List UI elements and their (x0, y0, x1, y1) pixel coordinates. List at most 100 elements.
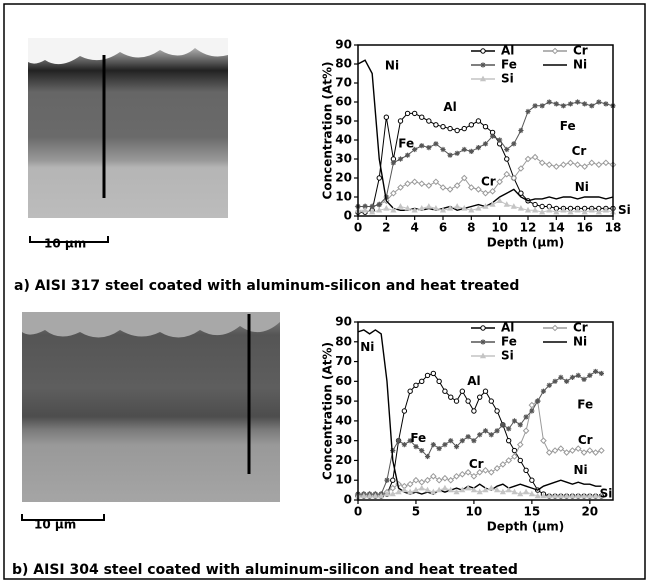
marker (560, 161, 567, 169)
marker (580, 449, 588, 456)
marker (366, 492, 373, 499)
marker (419, 447, 425, 454)
marker (534, 492, 541, 499)
x-tick-label: 8 (467, 221, 475, 235)
marker (567, 159, 574, 167)
marker (525, 108, 531, 115)
marker (383, 204, 390, 211)
marker (553, 101, 559, 107)
scale-bar (21, 514, 105, 521)
legend-label: Si (501, 349, 514, 363)
plot-frame (357, 44, 614, 217)
marker (468, 206, 475, 213)
marker (446, 186, 454, 193)
marker (475, 145, 482, 151)
marker (441, 484, 449, 491)
marker (454, 127, 460, 134)
marker (376, 202, 382, 208)
marker (488, 432, 494, 438)
marker (567, 208, 574, 215)
marker (407, 488, 414, 495)
marker (419, 378, 425, 385)
marker (459, 388, 466, 394)
marker (447, 476, 455, 484)
scale-bar-label: 10 µm (34, 518, 76, 532)
marker (424, 486, 431, 493)
marker (425, 182, 433, 189)
annotation: Ni (575, 180, 589, 194)
marker (522, 488, 530, 495)
marker (580, 492, 588, 499)
marker (531, 153, 539, 161)
marker (401, 486, 408, 493)
marker (430, 488, 437, 495)
marker (489, 133, 496, 139)
marker (460, 174, 468, 182)
marker (465, 484, 472, 491)
marker (479, 75, 487, 82)
marker (503, 201, 510, 207)
marker (433, 141, 439, 147)
marker (494, 486, 501, 493)
marker (407, 388, 413, 394)
marker (563, 449, 570, 456)
y-tick-label: 30 (335, 433, 352, 447)
marker (468, 148, 474, 154)
marker (383, 114, 390, 120)
legend-label: Ni (573, 335, 587, 349)
marker (540, 437, 547, 444)
marker (440, 146, 446, 153)
marker (588, 206, 595, 213)
marker (384, 477, 390, 483)
marker (459, 470, 466, 478)
annotation: Ni (360, 340, 374, 354)
marker (442, 442, 448, 448)
marker (596, 99, 602, 105)
marker (586, 492, 593, 499)
marker (404, 180, 411, 188)
marker (404, 204, 411, 211)
marker (540, 492, 547, 499)
marker (404, 110, 411, 117)
legend-label: Fe (501, 335, 517, 349)
marker (586, 447, 594, 454)
marker (517, 422, 523, 428)
marker (397, 203, 404, 209)
micrograph-surface (22, 312, 280, 338)
marker (518, 190, 524, 196)
marker (529, 477, 535, 483)
annotation: Ni (385, 58, 399, 72)
marker (546, 382, 552, 388)
marker (435, 476, 443, 484)
x-tick-label: 5 (412, 505, 420, 519)
marker (461, 125, 467, 132)
marker (439, 206, 447, 213)
marker (517, 204, 524, 211)
marker (383, 490, 391, 497)
marker (454, 150, 460, 156)
marker (523, 414, 529, 420)
annotation: Al (467, 374, 480, 388)
marker (482, 141, 489, 147)
marker (482, 189, 489, 197)
marker (378, 492, 385, 499)
marker (360, 492, 367, 499)
marker (581, 163, 588, 170)
marker (413, 444, 419, 450)
marker (480, 48, 486, 54)
y-tick-label: 90 (335, 315, 352, 329)
marker (424, 476, 431, 484)
marker (401, 442, 407, 448)
marker (510, 174, 518, 182)
marker (453, 398, 460, 404)
marker (516, 441, 524, 448)
marker (517, 490, 524, 497)
marker (569, 374, 576, 380)
marker (453, 488, 460, 495)
marker (424, 453, 431, 460)
marker (479, 352, 487, 359)
x-axis-label: Depth (µm) (487, 520, 564, 534)
marker (581, 208, 588, 215)
marker (461, 204, 468, 211)
